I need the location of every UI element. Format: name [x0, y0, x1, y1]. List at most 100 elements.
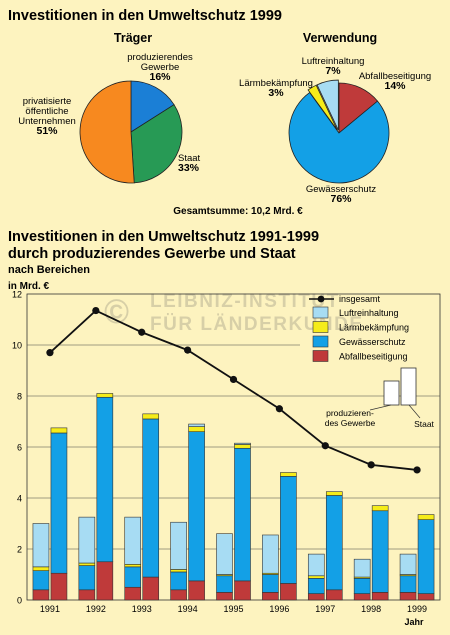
pie-slice-name-label: produzierendes — [127, 52, 193, 63]
bar-segment-gewasserschutz — [307, 578, 325, 594]
watermark-line-1: LEIBNIZ-INSTITUT — [150, 291, 340, 312]
bar-segment-larmbekampfung — [142, 413, 160, 420]
bar-segment-abfallbeseitigung — [96, 561, 114, 601]
mini-legend-label-gewerbe-2: des Gewerbe — [325, 418, 376, 428]
x-tick-label: 1998 — [361, 604, 381, 614]
bar-segment-abfallbeseitigung — [280, 583, 297, 601]
legend-label-insgesamt: insgesamt — [339, 294, 381, 304]
bar-segment-larmbekampfung — [32, 566, 50, 571]
pie-slice-value-label: 76% — [330, 193, 352, 205]
bar-segment-luftreinhaltung — [170, 521, 187, 570]
bar-segment-luftreinhaltung — [124, 516, 142, 565]
pie-slice-name-label: Unternehmen — [18, 116, 76, 127]
pie-slice-value-label: 14% — [384, 80, 406, 92]
bar-segment-larmbekampfung — [417, 514, 435, 520]
pie2-subtitle: Verwendung — [303, 31, 377, 45]
x-tick-label: 1991 — [40, 604, 60, 614]
pie-slice-produzierendes-gewerbe — [130, 80, 175, 133]
bar-segment-abfallbeseitigung — [417, 593, 435, 601]
pie-slice-name-label: privatisierte — [23, 96, 72, 107]
bar-segment-larmbekampfung — [188, 426, 205, 433]
bar-segment-abfallbeseitigung — [371, 592, 389, 601]
x-tick-label: 1997 — [315, 604, 335, 614]
y-tick-label: 2 — [17, 545, 22, 555]
bar-title-line-2: durch produzierendes Gewerbe und Staat — [8, 246, 296, 262]
x-tick-label: 1994 — [178, 604, 198, 614]
line-point-insgesamt — [184, 346, 192, 354]
y-tick-label: 6 — [17, 443, 22, 453]
legend-label-abfallbeseitigung: Abfallbeseitigung — [339, 352, 408, 362]
bar-segment-gewasserschutz — [417, 519, 435, 594]
x-tick-label: 1992 — [86, 604, 106, 614]
pie-slice-value-label: 7% — [325, 65, 341, 77]
bar-segment-luftreinhaltung — [188, 423, 205, 427]
bar-segment-abfallbeseitigung — [353, 593, 371, 601]
bar-segment-gewasserschutz — [280, 476, 297, 584]
pie-slice-value-label: 16% — [149, 71, 171, 83]
bar-segment-abfallbeseitigung — [216, 592, 233, 601]
bar-segment-gewasserschutz — [170, 571, 187, 591]
bar-segment-luftreinhaltung — [399, 553, 417, 575]
pie1-subtitle: Träger — [114, 31, 152, 45]
pie-section-title: Investitionen in den Umweltschutz 1999 — [8, 8, 282, 24]
bar-segment-gewasserschutz — [371, 510, 389, 593]
line-point-insgesamt — [367, 461, 375, 469]
bar-segment-gewasserschutz — [353, 578, 371, 594]
group-legend: produzieren- des Gewerbe Staat — [325, 367, 435, 429]
bar-segment-larmbekampfung — [78, 562, 96, 566]
bar-segment-gewasserschutz — [325, 495, 343, 591]
line-point-insgesamt — [413, 466, 421, 474]
legend-swatch-gewasserschutz — [312, 335, 329, 348]
bar-subtitle: nach Bereichen — [8, 264, 90, 276]
y-axis-label: in Mrd. € — [8, 281, 50, 292]
x-tick-label: 1995 — [223, 604, 243, 614]
bar-segment-abfallbeseitigung — [124, 586, 142, 601]
legend-label-larmbekampfung: Lärmbekämpfung — [339, 323, 409, 333]
pie-slice-value-label: 51% — [36, 125, 58, 137]
bar-segment-abfallbeseitigung — [234, 580, 251, 601]
bar-segment-gewasserschutz — [50, 432, 68, 574]
mini-legend-bar-gewerbe — [383, 380, 400, 406]
x-axis-label: Jahr — [404, 617, 424, 627]
bar-segment-gewasserschutz — [96, 396, 114, 563]
pie2-total-label: Gesamtsumme: 10,2 Mrd. € — [173, 206, 303, 217]
pie-slice-gewasserschutz — [288, 91, 390, 184]
bar-segment-larmbekampfung — [307, 575, 325, 579]
mini-legend-label-staat: Staat — [414, 419, 434, 429]
line-point-insgesamt — [92, 306, 100, 315]
mini-legend-label-gewerbe-1: produzieren- — [326, 408, 374, 418]
bar-segment-abfallbeseitigung — [50, 572, 68, 601]
bar-segment-abfallbeseitigung — [399, 592, 417, 601]
pie-slice-name-label: öffentliche — [25, 106, 68, 117]
y-tick-label: 12 — [12, 290, 22, 300]
pie-slice-luftreinhaltung — [316, 79, 339, 131]
bar-segment-gewasserschutz — [262, 574, 279, 593]
bar-segment-abfallbeseitigung — [142, 576, 160, 601]
bar-segment-larmbekampfung — [234, 444, 251, 449]
line-point-insgesamt — [275, 405, 283, 413]
bar-segment-larmbekampfung — [170, 569, 187, 573]
pie-slice-name-label: Abfallbeseitigung — [359, 71, 431, 82]
pie-slice-name-label: Luftreinhaltung — [302, 56, 365, 67]
bar-segment-gewasserschutz — [188, 431, 205, 582]
pie-slice-privatisierte-offentliche-unternehmen — [79, 80, 135, 184]
bar-segment-larmbekampfung — [325, 491, 343, 496]
bar-segment-gewasserschutz — [399, 575, 417, 593]
bar-segment-luftreinhaltung — [353, 558, 371, 578]
bar-segment-larmbekampfung — [50, 427, 68, 434]
y-tick-label: 4 — [17, 494, 22, 504]
x-tick-label: 1993 — [132, 604, 152, 614]
bar-segment-luftreinhaltung — [307, 553, 325, 577]
mini-legend-pointer-right — [408, 404, 421, 419]
pie-slice-larmbekampfung — [307, 84, 338, 131]
line-point-insgesamt — [229, 375, 238, 384]
bar-segment-luftreinhaltung — [32, 523, 50, 568]
y-tick-label: 10 — [12, 341, 22, 351]
bar-segment-larmbekampfung — [124, 563, 142, 568]
legend-line-marker — [317, 295, 325, 303]
y-tick-label: 0 — [17, 596, 22, 606]
bar-chart: 0 2 4 6 8 10 12 1991 1992 1993 1994 1995 1996 1997 199… — [12, 290, 441, 614]
bar-segment-luftreinhaltung — [78, 516, 96, 564]
